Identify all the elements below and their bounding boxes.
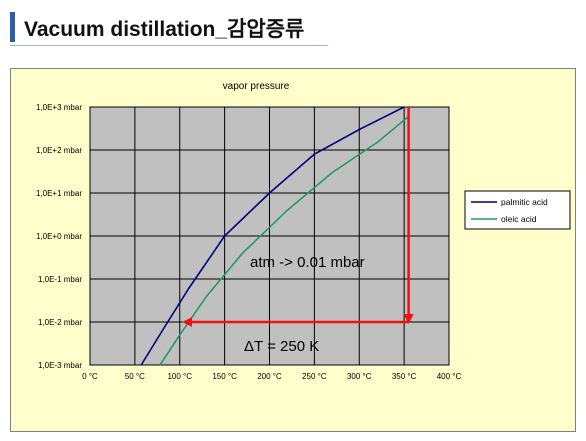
chart-title: vapor pressure (223, 81, 290, 92)
x-tick-label: 0 °C (82, 372, 98, 381)
x-tick-label: 250 °C (302, 372, 327, 381)
page-header: Vacuum distillation_감압증류 (10, 8, 328, 46)
x-tick-label: 300 °C (347, 372, 372, 381)
page-title: Vacuum distillation_감압증류 (24, 18, 305, 41)
x-tick-label: 50 °C (125, 372, 145, 381)
legend-entry-1: oleic acid (501, 214, 537, 224)
series-layer (140, 106, 410, 366)
x-tick-label: 400 °C (437, 372, 462, 381)
x-tick-label: 350 °C (392, 372, 417, 381)
y-tick-label: 1,0E+2 mbar (36, 146, 82, 155)
x-tick-label: 100 °C (167, 372, 192, 381)
arrow-layer (182, 107, 414, 327)
series-line-0 (140, 106, 405, 366)
header-underline (10, 45, 328, 46)
y-axis-ticks: 1,0E-3 mbar 1,0E-2 mbar 1,0E-1 mbar 1,0E+0 … (36, 103, 82, 370)
x-axis-ticks: 0 °C 50 °C 100 °C 150 °C 200 °C 250 °C 300 °C 3… (82, 372, 461, 381)
y-tick-label: 1,0E+3 mbar (36, 103, 82, 112)
x-tick-label: 200 °C (257, 372, 282, 381)
y-tick-label: 1,0E-1 mbar (38, 275, 82, 284)
legend-entry-0: palmitic acid (501, 197, 548, 207)
legend-box (464, 190, 571, 230)
series-line-1 (159, 115, 410, 366)
annotation-pressure-drop: atm -> 0.01 mbar (250, 254, 365, 271)
y-tick-label: 1,0E+0 mbar (36, 232, 82, 241)
x-tick-label: 150 °C (212, 372, 237, 381)
y-tick-label: 1,0E+1 mbar (36, 189, 82, 198)
chart-container: vapor pressure 0 °C 50 °C 100 °C 150 °C 200 … (10, 68, 576, 432)
header-accent-bar (10, 12, 15, 42)
annotation-delta-t: ΔT = 250 K (244, 338, 319, 355)
y-tick-label: 1,0E-3 mbar (38, 361, 82, 370)
y-tick-label: 1,0E-2 mbar (38, 318, 82, 327)
vapor-pressure-chart: vapor pressure 0 °C 50 °C 100 °C 150 °C 200 … (10, 68, 576, 432)
legend: palmitic acid oleic acid (464, 190, 571, 230)
